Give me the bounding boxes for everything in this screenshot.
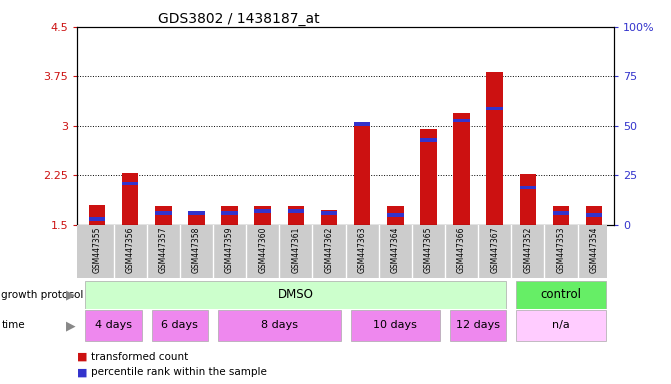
Bar [350,310,440,341]
Text: DMSO: DMSO [278,288,314,301]
Text: ▶: ▶ [66,319,75,332]
Text: GSM447364: GSM447364 [391,226,400,273]
Text: GSM447353: GSM447353 [556,226,566,273]
Bar [321,210,338,225]
Bar [288,206,304,225]
Bar [453,119,470,122]
Bar [519,174,536,225]
Text: GSM447357: GSM447357 [159,226,168,273]
Text: GSM447360: GSM447360 [258,226,267,273]
Bar [155,212,172,215]
Bar [486,72,503,225]
Text: GSM447355: GSM447355 [93,226,101,273]
Text: GSM447367: GSM447367 [491,226,499,273]
Bar [85,281,507,309]
Bar [254,210,271,213]
Bar [221,206,238,225]
Text: GSM447358: GSM447358 [192,226,201,273]
Text: ■: ■ [77,367,88,377]
Bar [420,129,437,225]
Text: GSM447365: GSM447365 [424,226,433,273]
Bar [420,138,437,142]
Text: n/a: n/a [552,320,570,331]
Text: GSM447354: GSM447354 [590,226,599,273]
Bar [188,212,205,215]
Bar [188,212,205,225]
Text: GSM447363: GSM447363 [358,226,366,273]
Bar [586,214,603,217]
Bar [89,217,105,221]
Text: 12 days: 12 days [456,320,500,331]
Text: GDS3802 / 1438187_at: GDS3802 / 1438187_at [158,12,319,26]
Text: ■: ■ [77,352,88,362]
Text: growth protocol: growth protocol [1,290,84,300]
Text: 8 days: 8 days [261,320,298,331]
Bar [321,212,338,215]
Bar [122,173,138,225]
Bar [519,186,536,189]
Bar [453,113,470,225]
Text: GSM447366: GSM447366 [457,226,466,273]
Text: transformed count: transformed count [91,352,188,362]
Text: control: control [540,288,582,301]
Text: 4 days: 4 days [95,320,132,331]
Text: GSM447352: GSM447352 [523,226,532,273]
Bar [553,212,569,215]
Bar [486,107,503,110]
Bar [155,206,172,225]
Text: 10 days: 10 days [373,320,417,331]
Text: GSM447361: GSM447361 [291,226,301,273]
Bar [288,210,304,213]
Text: ▶: ▶ [66,288,75,301]
Text: time: time [1,320,25,331]
Bar [516,310,606,341]
Text: GSM447356: GSM447356 [125,226,135,273]
Bar [553,206,569,225]
Text: GSM447362: GSM447362 [325,226,333,273]
Text: percentile rank within the sample: percentile rank within the sample [91,367,266,377]
Bar [122,182,138,185]
Text: GSM447359: GSM447359 [225,226,234,273]
Bar [387,214,403,217]
Bar [516,281,606,309]
Bar [387,206,403,225]
Bar [354,126,370,225]
Text: 6 days: 6 days [162,320,199,331]
Bar [354,122,370,126]
Bar [254,206,271,225]
Bar [221,212,238,215]
Bar [586,206,603,225]
Bar [218,310,341,341]
Bar [89,205,105,225]
Bar [85,310,142,341]
Bar [152,310,208,341]
Bar [450,310,507,341]
